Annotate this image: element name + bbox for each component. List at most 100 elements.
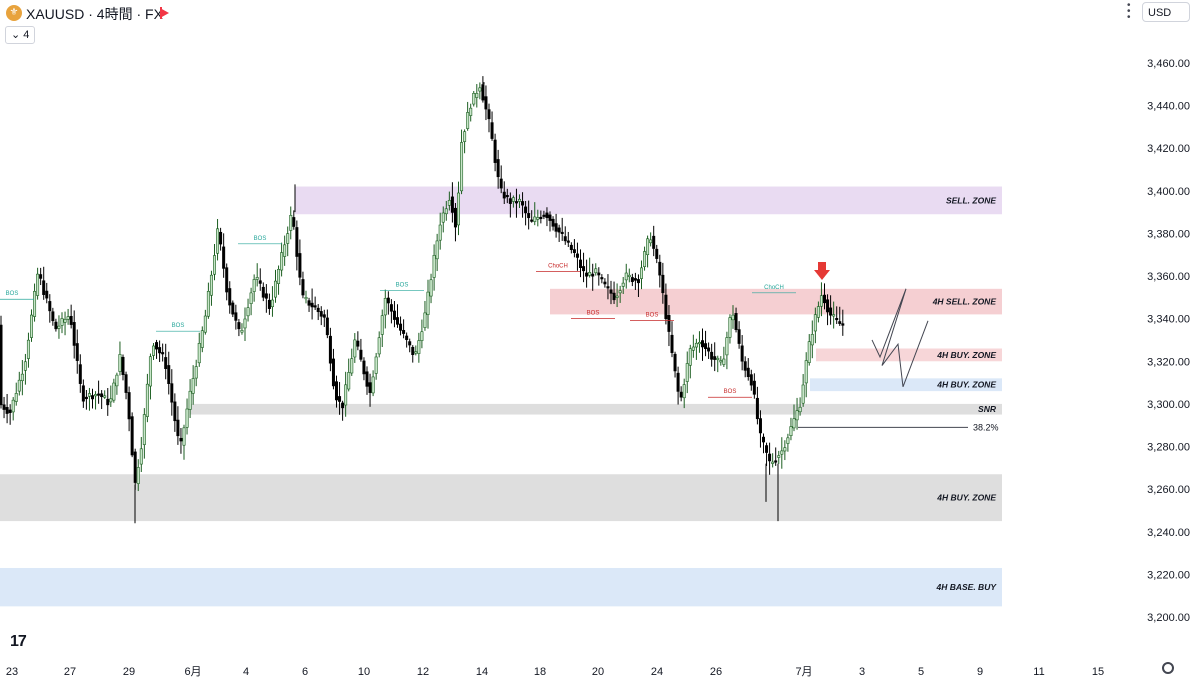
candle-body: [14, 393, 18, 402]
candle-body: [679, 391, 683, 398]
candle-body: [380, 315, 384, 335]
candle-body: [216, 228, 220, 254]
candle-body: [691, 346, 695, 351]
x-tick-label: 12: [417, 666, 429, 678]
candle-body: [807, 341, 811, 363]
candle-body: [578, 259, 582, 268]
candle-body: [313, 305, 317, 308]
candle-body: [371, 376, 375, 394]
candle-body: [29, 314, 33, 338]
candle-body: [155, 342, 159, 350]
symbol-title[interactable]: XAUUSD · 4時間 · FX: [26, 6, 163, 22]
candle-body: [249, 292, 253, 304]
y-tick-label: 3,220.00: [1147, 569, 1190, 581]
x-tick-label: 24: [651, 666, 663, 678]
candle-body: [304, 297, 308, 300]
candle-body: [545, 212, 549, 219]
interval-toggle[interactable]: ⌄ 4: [5, 26, 36, 44]
candle-body: [719, 360, 723, 363]
candle-body: [832, 314, 836, 317]
candle-body: [185, 408, 189, 428]
candle-body: [487, 109, 491, 120]
candle-body: [704, 343, 708, 349]
candle-body: [222, 246, 226, 269]
candle-body: [20, 373, 24, 382]
zone-3: [810, 378, 1002, 392]
y-tick-label: 3,200.00: [1147, 612, 1190, 624]
candle-body: [289, 215, 293, 231]
x-tick-label: 26: [710, 666, 722, 678]
candle-body: [319, 311, 323, 317]
x-tick-label: 27: [64, 666, 76, 678]
candle-body: [673, 353, 677, 372]
candle-body: [362, 360, 366, 375]
candle-body: [277, 269, 281, 284]
candle-body: [740, 345, 744, 362]
structure-label-1: BOS: [172, 323, 185, 329]
candle-body: [136, 467, 140, 484]
candle-body: [182, 427, 186, 446]
candle-body: [97, 393, 101, 396]
candle-body: [45, 290, 49, 299]
structure-label-5: BOS: [587, 310, 600, 316]
candle-body: [176, 419, 180, 437]
candle-body: [524, 206, 528, 214]
candle-body: [798, 406, 802, 413]
candle-body: [325, 317, 329, 336]
zone-0: [295, 186, 1002, 215]
candle-body: [633, 278, 637, 281]
candle-body: [331, 358, 335, 387]
candle-body: [539, 216, 543, 220]
x-tick-label: 9: [977, 666, 983, 678]
candle-body: [130, 416, 134, 456]
candle-body: [533, 216, 537, 222]
x-tick-label: 6: [302, 666, 308, 678]
candle-body: [450, 196, 454, 213]
candle-body: [395, 317, 399, 325]
candle-body: [822, 294, 826, 304]
candle-body: [283, 244, 287, 257]
candle-body: [57, 325, 61, 329]
currency-dropdown[interactable]: USD: [1142, 2, 1190, 22]
candle-body: [267, 299, 271, 309]
x-tick-label: 3: [859, 666, 865, 678]
candle-body: [563, 236, 567, 242]
candle-body: [490, 122, 494, 139]
candle-body: [2, 404, 6, 410]
x-tick-label: 5: [918, 666, 924, 678]
candle-body: [569, 244, 573, 250]
x-tick-label: 4: [243, 666, 249, 678]
candle-body: [231, 302, 235, 315]
candle-body: [209, 274, 213, 296]
candle-body: [707, 347, 711, 352]
candle-body: [11, 399, 15, 413]
candle-body: [749, 374, 753, 386]
structure-label-8: ChoCH: [764, 285, 784, 291]
candle-body: [386, 297, 390, 304]
settings-icon[interactable]: [1162, 662, 1174, 674]
candle-body: [328, 335, 332, 364]
candle-body: [475, 93, 479, 98]
candle-body: [81, 385, 85, 402]
x-tick-label: 14: [476, 666, 488, 678]
x-tick-label: 20: [592, 666, 604, 678]
candle-body: [600, 277, 604, 280]
more-dots-icon[interactable]: • • •: [1127, 0, 1131, 23]
candle-body: [411, 346, 415, 356]
candle-body: [826, 299, 830, 313]
candle-body: [508, 198, 512, 204]
structure-label-3: BOS: [396, 283, 409, 289]
candle-body: [499, 178, 503, 189]
candle-body: [758, 418, 762, 434]
flag-icon[interactable]: [160, 8, 169, 18]
candle-body: [780, 450, 784, 455]
candle-body: [838, 321, 842, 324]
candle-body: [582, 266, 586, 272]
candle-body: [255, 277, 259, 280]
candle-body: [697, 342, 701, 345]
zone-5: [0, 474, 1002, 522]
y-tick-label: 3,420.00: [1147, 143, 1190, 155]
x-tick-label: 18: [534, 666, 546, 678]
candle-body: [42, 280, 46, 295]
